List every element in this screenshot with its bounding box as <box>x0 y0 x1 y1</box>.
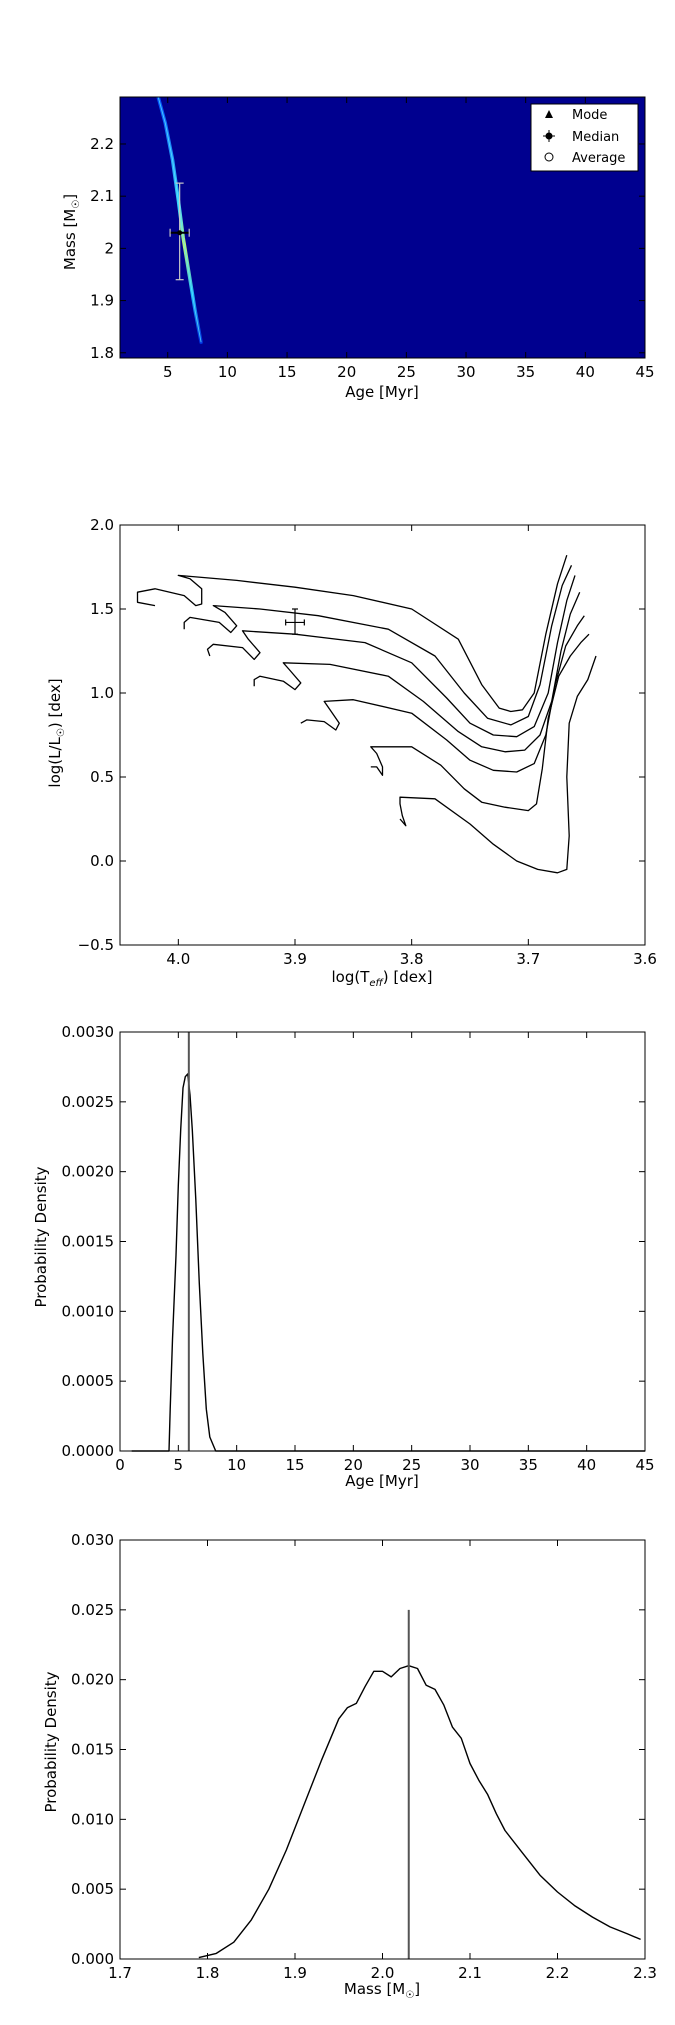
age-pdf-x-axis-label: Age [Myr] <box>345 1472 418 1490</box>
x-tick-label: 25 <box>397 363 416 381</box>
x-tick-label: 25 <box>402 1456 421 1474</box>
median-marker <box>177 230 183 236</box>
density-curve <box>131 1073 645 1452</box>
legend: Mode Median Average <box>530 103 639 172</box>
x-tick-label: 5 <box>163 363 173 381</box>
legend-median-label: Median <box>572 130 619 145</box>
y-tick-label: 0.0020 <box>62 1163 115 1181</box>
y-tick-label: 1.5 <box>90 600 114 618</box>
y-tick-label: 2 <box>104 239 114 257</box>
x-tick-label: 3.8 <box>400 950 424 968</box>
isochrone-track <box>253 591 581 753</box>
isochrone-track <box>399 655 597 874</box>
x-tick-label: 1.8 <box>196 1964 220 1982</box>
x-tick-label: 15 <box>277 363 296 381</box>
x-tick-label: 10 <box>218 363 237 381</box>
y-tick-label: 0.0010 <box>62 1302 115 1320</box>
x-tick-label: 40 <box>577 1456 596 1474</box>
plot-frame <box>119 524 646 946</box>
x-tick-label: 45 <box>635 363 654 381</box>
y-tick-label: 0.005 <box>71 1880 114 1898</box>
y-tick-label: 0.0 <box>90 852 114 870</box>
mass-pdf-x-axis-label: Mass [M☉] <box>344 1980 420 2001</box>
x-tick-label: 1.9 <box>283 1964 307 1982</box>
hr-diagram-y-axis-label: log(L/L☉) [dex] <box>46 678 67 787</box>
x-tick-label: 5 <box>174 1456 184 1474</box>
x-tick-label: 2.0 <box>371 1964 395 1982</box>
x-tick-label: 40 <box>576 363 595 381</box>
average-legend-marker <box>544 152 554 162</box>
legend-mode-label: Mode <box>572 108 607 123</box>
age-mass-map-panel: 5 10 15 20 25 30 35 40 45 1.8 1.9 2 2.1 2.2 Mode Medi… <box>61 96 655 401</box>
x-tick-label: 3.6 <box>633 950 657 968</box>
y-tick-label: 0.015 <box>71 1741 114 1759</box>
x-tick-label: 1.7 <box>108 1964 132 1982</box>
x-tick-label: 30 <box>460 1456 479 1474</box>
x-tick-label: 15 <box>285 1456 304 1474</box>
density-curve <box>198 1665 641 1959</box>
hr-diagram-panel: 4.0 3.9 3.8 3.7 3.6 −0.5 0.0 0.5 1.0 1.5 2.0 log(T… <box>46 516 657 989</box>
y-tick-label: 2.0 <box>90 516 114 534</box>
mass-pdf-panel: 1.7 1.8 1.9 2.0 2.1 2.2 2.3 0.000 0.005 0.010 0.01… <box>42 1531 657 2001</box>
y-tick-label: 0.0015 <box>62 1233 115 1251</box>
x-tick-label: 3.9 <box>283 950 307 968</box>
plot-frame <box>119 1539 646 1960</box>
age-pdf-plot: 0 5 10 15 20 25 30 35 40 45 0.0000 0.0005 0.0010 0.00… <box>62 1023 655 1474</box>
y-tick-label: 1.0 <box>90 684 114 702</box>
y-tick-label: 0.0030 <box>62 1023 115 1041</box>
y-tick-label: 0.000 <box>71 1950 114 1968</box>
legend-average-label: Average <box>572 151 625 166</box>
plot-frame <box>119 1031 646 1452</box>
x-tick-label: 2.1 <box>458 1964 482 1982</box>
y-tick-label: 0.0025 <box>62 1093 115 1111</box>
x-tick-label: 2.2 <box>546 1964 570 1982</box>
x-tick-label: 0 <box>115 1456 125 1474</box>
y-tick-label: 0.0000 <box>62 1442 115 1460</box>
y-tick-label: 2.2 <box>90 135 114 153</box>
x-tick-label: 30 <box>456 363 475 381</box>
age-mass-map-x-axis-label: Age [Myr] <box>345 383 418 401</box>
y-tick-label: 0.5 <box>90 768 114 786</box>
y-tick-label: 2.1 <box>90 187 114 205</box>
mass-pdf-plot: 1.7 1.8 1.9 2.0 2.1 2.2 2.3 0.000 0.005 0.010 0.01… <box>71 1531 657 1982</box>
y-tick-label: 0.030 <box>71 1531 114 1549</box>
x-tick-label: 20 <box>337 363 356 381</box>
x-tick-label: 10 <box>227 1456 246 1474</box>
isochrone-track <box>370 633 590 812</box>
y-tick-label: 0.010 <box>71 1810 114 1828</box>
plot-frame <box>119 96 646 359</box>
isochrone-track <box>300 615 585 773</box>
x-tick-label: 3.7 <box>516 950 540 968</box>
y-tick-label: 1.8 <box>90 344 114 362</box>
age-pdf-y-axis-label: Probability Density <box>32 1166 50 1307</box>
age-mass-map-y-axis-label: Mass [M☉] <box>61 194 82 270</box>
median-legend-marker <box>543 130 555 142</box>
x-tick-label: 35 <box>519 1456 538 1474</box>
x-tick-label: 4.0 <box>166 950 190 968</box>
isochrone-track <box>183 565 573 726</box>
mode-legend-marker <box>545 110 553 118</box>
x-tick-label: 20 <box>344 1456 363 1474</box>
x-tick-label: 45 <box>635 1456 654 1474</box>
isochrone-track <box>206 575 576 738</box>
x-tick-label: 35 <box>516 363 535 381</box>
y-tick-label: 0.020 <box>71 1671 114 1689</box>
y-tick-label: 0.025 <box>71 1601 114 1619</box>
y-tick-label: −0.5 <box>78 936 114 954</box>
hr-diagram-x-axis-label: log(Teff) [dex] <box>332 968 433 989</box>
posterior-ridge-core <box>157 97 202 343</box>
isochrone-track <box>136 554 568 713</box>
age-pdf-panel: 0 5 10 15 20 25 30 35 40 45 0.0000 0.0005 0.0010 0.00… <box>32 1023 655 1490</box>
heatmap-layer <box>156 97 203 345</box>
mass-pdf-y-axis-label: Probability Density <box>42 1671 60 1812</box>
x-tick-label: 2.3 <box>633 1964 657 1982</box>
y-tick-label: 1.9 <box>90 292 114 310</box>
hr-diagram-plot: 4.0 3.9 3.8 3.7 3.6 −0.5 0.0 0.5 1.0 1.5 2.0 <box>78 516 657 968</box>
y-tick-label: 0.0005 <box>62 1372 115 1390</box>
